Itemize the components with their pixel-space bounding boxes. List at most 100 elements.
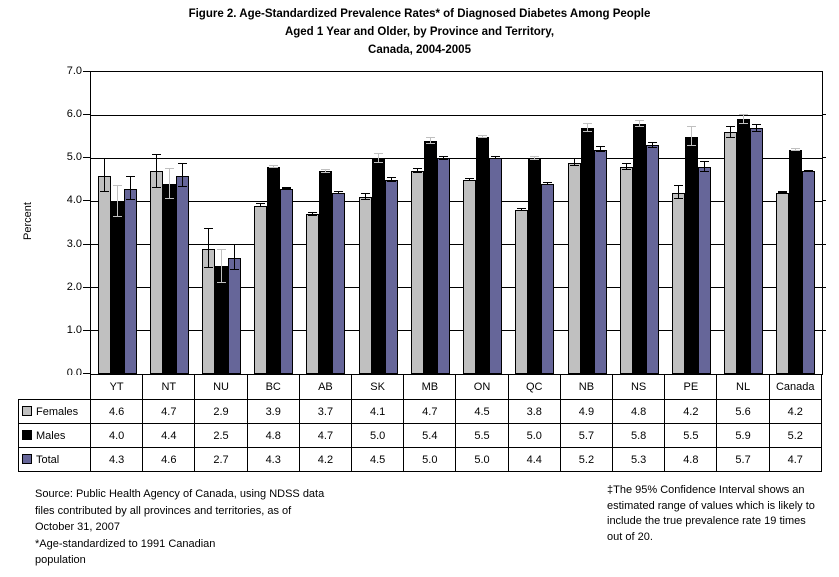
bar-total-nu (228, 257, 242, 374)
bar-males-ab (319, 171, 333, 374)
errorbar-females-nu-cap (204, 228, 214, 230)
bar-males-mb (423, 141, 437, 374)
value-cell-males-sk: 5.0 (351, 423, 405, 448)
bar-total-pe (697, 166, 711, 374)
errorbar-males-nt (168, 169, 170, 200)
errorbar-males-canada-cap (791, 149, 801, 151)
errorbar-total-nb-cap (595, 146, 605, 148)
bar-females-ns (619, 166, 633, 374)
value-cell-females-bc: 3.9 (246, 399, 300, 424)
y-tick-mark (83, 243, 90, 245)
bar-males-ns (632, 123, 646, 374)
right-tick-mark (822, 243, 826, 245)
errorbar-females-bc-cap (256, 203, 266, 205)
errorbar-males-nb-cap (582, 122, 592, 124)
errorbar-males-canada-cap (791, 147, 801, 149)
errorbar-males-nb (586, 123, 588, 133)
y-tick-label: 3.0 (66, 237, 82, 250)
errorbar-total-nb (599, 147, 601, 153)
chart-title: Figure 2. Age-Standardized Prevalence Ra… (0, 5, 839, 59)
confidence-interval-footnote: ‡The 95% Confidence Interval shows an es… (607, 484, 815, 543)
bar-males-pe (684, 136, 698, 374)
errorbar-total-pe-cap (699, 160, 709, 162)
y-tick-mark (83, 286, 90, 288)
errorbar-females-yt-cap (99, 158, 109, 160)
errorbar-males-ab-cap (321, 171, 331, 173)
bar-total-bc (280, 188, 294, 374)
errorbar-males-on-cap (478, 134, 488, 136)
bar-total-mb (436, 158, 450, 374)
value-cell-males-nu: 2.5 (194, 423, 248, 448)
value-cell-females-ab: 3.7 (298, 399, 353, 424)
errorbar-total-mb-cap (438, 159, 448, 161)
bar-total-nl (750, 128, 764, 374)
value-cell-males-nt: 4.4 (142, 423, 196, 448)
errorbar-females-on-cap (465, 179, 475, 181)
bar-females-qc (515, 210, 529, 374)
errorbar-total-sk (390, 177, 392, 183)
value-cell-females-ns: 4.8 (612, 399, 666, 424)
bar-females-nb (567, 162, 581, 374)
bar-females-on (463, 179, 477, 374)
value-cell-females-yt: 4.6 (89, 399, 144, 424)
value-cell-total-canada: 4.7 (768, 447, 822, 472)
errorbar-males-nu-cap (217, 248, 227, 250)
plot-area (90, 71, 823, 375)
errorbar-females-yt-cap (99, 190, 109, 192)
column-header-sk: SK (351, 374, 405, 400)
errorbar-total-canada-cap (804, 170, 814, 172)
value-cell-total-pe: 4.8 (664, 447, 718, 472)
errorbar-males-yt (116, 186, 118, 217)
errorbar-females-canada-cap (778, 192, 788, 194)
y-axis-label: Percent (22, 202, 34, 240)
value-cell-females-on: 4.5 (455, 399, 509, 424)
errorbar-females-nl (730, 127, 732, 138)
errorbar-males-yt-cap (112, 215, 122, 217)
errorbar-females-nl-cap (726, 126, 736, 128)
errorbar-females-bc-cap (256, 206, 266, 208)
right-tick-mark (822, 157, 826, 159)
errorbar-males-pe-cap (686, 126, 696, 128)
errorbar-total-nl (756, 124, 758, 132)
errorbar-females-ab-cap (308, 214, 318, 216)
value-cell-females-qc: 3.8 (507, 399, 561, 424)
errorbar-total-ns (651, 143, 653, 148)
chart-title-line-1: Figure 2. Age-Standardized Prevalence Ra… (188, 8, 651, 20)
value-cell-total-mb: 5.0 (403, 447, 457, 472)
errorbar-males-pe-cap (686, 145, 696, 147)
bar-females-bc (254, 205, 268, 374)
errorbar-females-canada-cap (778, 191, 788, 193)
bar-males-on (476, 136, 490, 374)
value-cell-total-nt: 4.6 (142, 447, 196, 472)
grid-line (91, 157, 822, 159)
errorbar-total-mb (442, 156, 444, 161)
errorbar-females-ab-cap (308, 212, 318, 214)
value-cell-total-nb: 5.2 (559, 447, 614, 472)
table-row-females: Females 4.6 4.7 2.9 3.9 3.7 4.1 4.7 4.5 3.8 4.9 4.8… (18, 399, 822, 424)
errorbar-males-ns-cap (634, 119, 644, 121)
value-cell-males-pe: 5.5 (664, 423, 718, 448)
errorbar-females-nt-cap (151, 186, 161, 188)
errorbar-total-qc-cap (543, 184, 553, 186)
errorbar-total-nt (181, 163, 183, 188)
errorbar-total-bc-cap (282, 188, 292, 190)
value-cell-males-ns: 5.8 (612, 423, 666, 448)
errorbar-total-on-cap (491, 156, 501, 158)
errorbar-females-nl-cap (726, 136, 736, 138)
bar-males-sk (371, 158, 385, 374)
value-cell-total-qc: 4.4 (507, 447, 561, 472)
errorbar-males-yt-cap (112, 185, 122, 187)
grid-line (91, 287, 822, 289)
column-header-nt: NT (142, 374, 196, 400)
errorbar-females-yt (103, 159, 105, 192)
table-row-males: Males 4.0 4.4 2.5 4.8 4.7 5.0 5.4 5.5 5.0 5.7 5.8 5.… (18, 423, 822, 448)
value-cell-females-nl: 5.6 (716, 399, 770, 424)
value-cell-total-ab: 4.2 (298, 447, 353, 472)
y-tick-mark (83, 329, 90, 331)
value-cell-males-on: 5.5 (455, 423, 509, 448)
errorbar-females-nb-cap (569, 165, 579, 167)
bar-females-mb (410, 171, 424, 374)
grid-line (91, 330, 822, 332)
errorbar-total-on-cap (491, 158, 501, 160)
errorbar-males-qc (534, 157, 536, 160)
